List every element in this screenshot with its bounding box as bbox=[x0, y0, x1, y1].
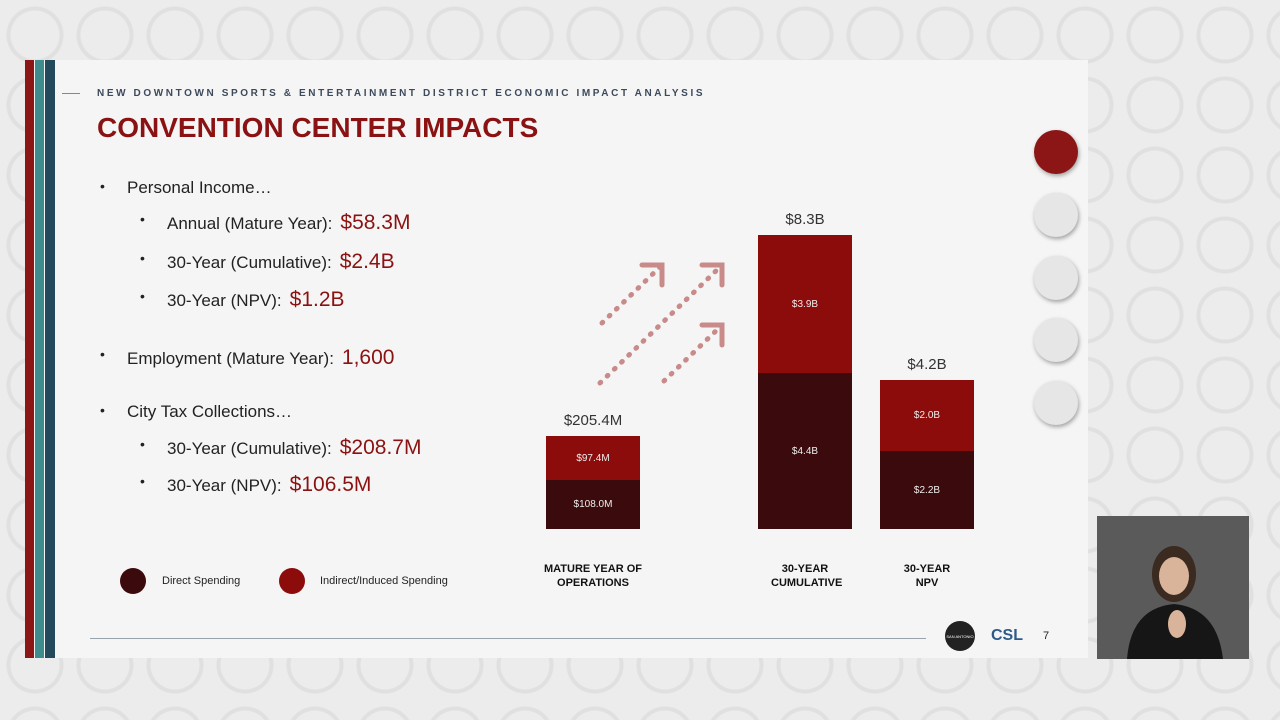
title: CONVENTION CENTER IMPACTS bbox=[97, 112, 539, 143]
bar-segment: $2.0B bbox=[880, 380, 974, 452]
legend-swatch bbox=[120, 568, 146, 594]
total-label: $4.2B bbox=[907, 356, 947, 374]
label: 30-Year (Cumulative): bbox=[167, 439, 332, 458]
value: $106.5M bbox=[289, 473, 372, 496]
sub-bullet: • 30-Year (NPV): $106.5M bbox=[140, 473, 372, 496]
bullet: • Employment (Mature Year): 1,600 bbox=[100, 346, 395, 369]
sub-bullet: • 30-Year (NPV): $1.2B bbox=[140, 288, 345, 311]
bullet-text: Personal Income… bbox=[127, 178, 272, 197]
sub-bullet: • 30-Year (Cumulative): $208.7M bbox=[140, 436, 422, 459]
brand: CSL bbox=[991, 627, 1023, 644]
interpreter bbox=[1127, 546, 1223, 659]
footer-rule bbox=[90, 638, 926, 639]
nav-icon[interactable] bbox=[1034, 256, 1078, 300]
bullet: • City Tax Collections… bbox=[100, 402, 293, 421]
category-label: 30-YEAR NPV bbox=[903, 563, 951, 589]
data-label: $4.4B bbox=[791, 445, 819, 457]
nav-icon[interactable] bbox=[1034, 318, 1078, 362]
data-label: $3.9B bbox=[791, 298, 819, 310]
stripe bbox=[25, 60, 34, 658]
label: 30-Year (Cumulative): bbox=[167, 253, 332, 272]
sub-bullet: • Annual (Mature Year): $58.3M bbox=[140, 211, 411, 234]
bullet: • Personal Income… bbox=[100, 178, 272, 197]
legend-label: Direct Spending bbox=[162, 575, 241, 587]
data-label: $97.4M bbox=[576, 452, 610, 464]
value: $2.4B bbox=[339, 250, 395, 273]
total-label: $8.3B bbox=[785, 211, 825, 228]
legend-label: Indirect/Induced Spending bbox=[320, 575, 448, 587]
data-label: $108.0M bbox=[573, 499, 613, 511]
stripe bbox=[45, 60, 55, 658]
bar-segment: $108.0M bbox=[546, 480, 640, 529]
category-label: MATURE YEAR OF OPERATIONS bbox=[544, 563, 642, 589]
sub-bullet: • 30-Year (Cumulative): $2.4B bbox=[140, 250, 395, 273]
value: $58.3M bbox=[340, 211, 411, 234]
data-label: $2.0B bbox=[913, 410, 941, 422]
label: Annual (Mature Year): bbox=[167, 214, 333, 233]
nav-icon[interactable] bbox=[1034, 130, 1078, 174]
data-label: $2.2B bbox=[913, 484, 941, 496]
kicker: NEW DOWNTOWN SPORTS & ENTERTAINMENT DIST… bbox=[97, 88, 706, 99]
bullet-text: Employment (Mature Year): bbox=[127, 349, 334, 368]
nav-icon[interactable] bbox=[1034, 193, 1078, 237]
logo: SAN ANTONIO bbox=[945, 621, 975, 651]
stripe bbox=[35, 60, 44, 658]
value: 1,600 bbox=[341, 346, 395, 369]
bar-segment: $3.9B bbox=[758, 235, 852, 374]
slide bbox=[25, 60, 1088, 658]
legend-swatch bbox=[279, 568, 305, 594]
page-number: 7 bbox=[1043, 630, 1050, 642]
bar-segment: $2.2B bbox=[880, 451, 974, 529]
label: 30-Year (NPV): bbox=[167, 476, 282, 495]
arrows bbox=[597, 262, 725, 386]
bar-segment: $4.4B bbox=[758, 373, 852, 529]
video-inset bbox=[1097, 516, 1249, 659]
rule bbox=[62, 93, 80, 94]
bullet-text: City Tax Collections… bbox=[127, 402, 293, 421]
total-label: $205.4M bbox=[563, 412, 623, 429]
category-label: 30-YEAR CUMULATIVE bbox=[771, 563, 843, 589]
nav-icon[interactable] bbox=[1034, 381, 1078, 425]
value: $208.7M bbox=[339, 436, 422, 459]
value: $1.2B bbox=[289, 288, 345, 311]
label: 30-Year (NPV): bbox=[167, 291, 282, 310]
bar-segment: $97.4M bbox=[546, 436, 640, 481]
